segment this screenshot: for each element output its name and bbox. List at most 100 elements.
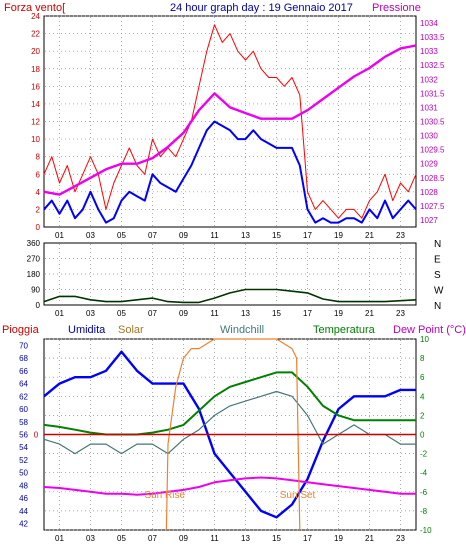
dir-compass-0: N <box>434 301 441 312</box>
legend-rain: Pioggia <box>2 324 40 336</box>
wind-ytick-22: 22 <box>31 30 40 39</box>
temp-xtick-11: 11 <box>210 534 219 543</box>
tick-layer: 02468101214161820222410271027.510281028.… <box>19 12 445 543</box>
wind-xtick-23: 23 <box>396 231 405 240</box>
dir-xtick-09: 09 <box>179 309 188 318</box>
dir-xtick-19: 19 <box>334 309 343 318</box>
legend-solar: Solar <box>118 324 144 336</box>
temp-ytick-8: 8 <box>420 354 425 363</box>
pressure-ytick-1027: 1027 <box>420 216 438 225</box>
wind-xtick-21: 21 <box>365 231 374 240</box>
wind-xtick-03: 03 <box>86 231 95 240</box>
pressure-ytick-1032: 1032 <box>420 75 438 84</box>
wind-ytick-24: 24 <box>31 12 40 21</box>
wind-xtick-13: 13 <box>241 231 250 240</box>
hum-ytick-70: 70 <box>19 341 28 350</box>
dir-ytick-180: 180 <box>27 270 41 279</box>
wind-ytick-6: 6 <box>36 170 41 179</box>
rain-zero-label: 0 <box>34 431 39 440</box>
pressure-ytick-1032.5: 1032.5 <box>420 61 445 70</box>
hum-ytick-62: 62 <box>19 392 28 401</box>
dir-compass-3: E <box>434 255 441 266</box>
temp-series-windchill <box>43 390 416 455</box>
wind-ytick-20: 20 <box>31 47 40 56</box>
legend-temperature: Temperatura <box>313 324 376 336</box>
temp-xtick-13: 13 <box>241 534 250 543</box>
hum-ytick-56: 56 <box>19 431 28 440</box>
hum-ytick-66: 66 <box>19 367 28 376</box>
sunrise-annotation: Sun Rise <box>144 490 185 501</box>
wind-ytick-16: 16 <box>31 82 40 91</box>
pressure-ytick-1028: 1028 <box>420 188 438 197</box>
wind-ytick-14: 14 <box>31 100 40 109</box>
wind-axis-title: Forza vento[ <box>4 2 65 14</box>
temp-xtick-19: 19 <box>334 534 343 543</box>
wind-xtick-07: 07 <box>148 231 157 240</box>
temp-xtick-07: 07 <box>148 534 157 543</box>
pressure-ytick-1033.5: 1033.5 <box>420 33 445 42</box>
dir-series-direction <box>43 288 417 304</box>
hum-ytick-48: 48 <box>19 481 28 490</box>
hum-ytick-42: 42 <box>19 520 28 529</box>
dir-xtick-05: 05 <box>117 309 126 318</box>
dir-ytick-0: 0 <box>36 301 41 310</box>
dir-xtick-17: 17 <box>303 309 312 318</box>
pressure-ytick-1033: 1033 <box>420 47 438 56</box>
wind-xtick-01: 01 <box>55 231 64 240</box>
hum-ytick-50: 50 <box>19 469 28 478</box>
temp-ytick--2: -2 <box>420 450 428 459</box>
pressure-ytick-1029.5: 1029.5 <box>420 146 445 155</box>
temp-ytick--10: -10 <box>420 526 432 535</box>
temp-xtick-01: 01 <box>55 534 64 543</box>
hum-ytick-60: 60 <box>19 405 28 414</box>
temp-ytick-2: 2 <box>420 411 425 420</box>
dir-xtick-13: 13 <box>241 309 250 318</box>
dir-compass-2: S <box>434 270 441 281</box>
legend-dewpoint: Dew Point (°C) <box>393 324 466 336</box>
dir-ytick-90: 90 <box>31 286 40 295</box>
pressure-ytick-1031: 1031 <box>420 103 438 112</box>
temp-xtick-21: 21 <box>365 534 374 543</box>
wind-xtick-17: 17 <box>303 231 312 240</box>
dir-xtick-15: 15 <box>272 309 281 318</box>
temp-ytick--6: -6 <box>420 488 428 497</box>
sunset-annotation: Sun Set <box>280 490 316 501</box>
wind-ytick-0: 0 <box>36 223 41 232</box>
temp-ytick--8: -8 <box>420 507 428 516</box>
pressure-ytick-1031.5: 1031.5 <box>420 89 445 98</box>
dir-xtick-23: 23 <box>396 309 405 318</box>
pressure-ytick-1028.5: 1028.5 <box>420 174 445 183</box>
temp-ytick-0: 0 <box>420 431 425 440</box>
series-layer <box>43 24 417 531</box>
legend-windchill: Windchill <box>220 324 264 336</box>
dir-ytick-360: 360 <box>27 239 41 248</box>
wind-series-average <box>43 120 417 224</box>
temp-xtick-15: 15 <box>272 534 281 543</box>
hum-ytick-58: 58 <box>19 418 28 427</box>
pressure-ytick-1030.5: 1030.5 <box>420 118 445 127</box>
dir-xtick-07: 07 <box>148 309 157 318</box>
dir-ytick-270: 270 <box>27 255 41 264</box>
hum-ytick-54: 54 <box>19 443 28 452</box>
temp-series-umidita <box>43 350 416 519</box>
hum-ytick-52: 52 <box>19 456 28 465</box>
wind-series-pressure <box>43 44 417 196</box>
wind-ytick-10: 10 <box>31 135 40 144</box>
wind-xtick-11: 11 <box>210 231 219 240</box>
temp-ytick--4: -4 <box>420 469 428 478</box>
temp-ytick-4: 4 <box>420 392 425 401</box>
dir-xtick-21: 21 <box>365 309 374 318</box>
pressure-ytick-1034: 1034 <box>420 19 438 28</box>
legend-humidity: Umidita <box>68 324 106 336</box>
hum-ytick-46: 46 <box>19 494 28 503</box>
temp-xtick-05: 05 <box>117 534 126 543</box>
dir-xtick-03: 03 <box>86 309 95 318</box>
pressure-ytick-1029: 1029 <box>420 160 438 169</box>
dir-xtick-01: 01 <box>55 309 64 318</box>
wind-ytick-18: 18 <box>31 65 40 74</box>
temp-xtick-17: 17 <box>303 534 312 543</box>
dir-compass-4: N <box>434 239 441 250</box>
hum-ytick-64: 64 <box>19 380 28 389</box>
